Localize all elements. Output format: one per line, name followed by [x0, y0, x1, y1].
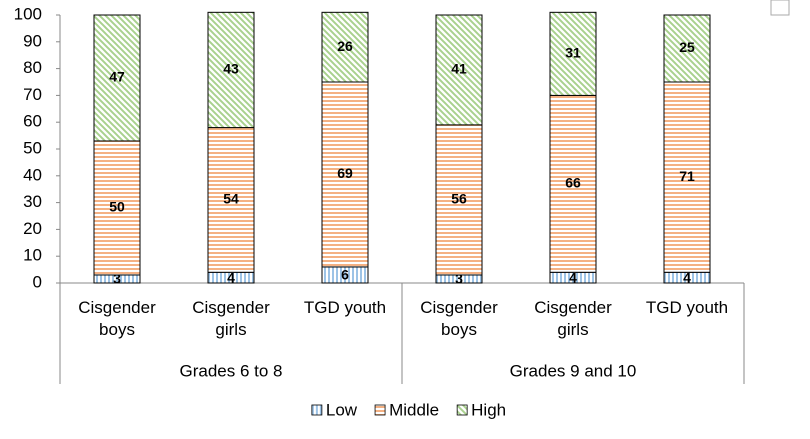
bar-segment — [93, 14, 141, 142]
x-tick-label: TGD youth — [645, 298, 729, 317]
bar-segment — [321, 11, 369, 83]
bar-segment — [207, 127, 255, 273]
data-label: 41 — [451, 61, 467, 77]
y-tick-label: 50 — [23, 138, 42, 157]
bar-segment — [663, 81, 711, 273]
data-label: 47 — [109, 69, 125, 85]
data-label: 50 — [109, 199, 125, 215]
y-tick-label: 0 — [33, 272, 42, 291]
data-label: 4 — [227, 269, 235, 285]
y-tick-label: 80 — [23, 58, 42, 77]
x-tick-label: Cisgender girls — [534, 298, 612, 339]
data-label: 6 — [341, 267, 349, 283]
bar-segment — [435, 124, 483, 276]
y-tick-label: 10 — [23, 246, 42, 265]
data-label: 54 — [223, 191, 239, 207]
x-tick-label: Cisgender boys — [420, 298, 498, 339]
y-tick-label: 40 — [23, 165, 42, 184]
data-label: 3 — [113, 271, 121, 287]
legend-swatch — [456, 404, 468, 416]
y-tick-label: 20 — [23, 219, 42, 238]
x-tick-label: Cisgender boys — [78, 298, 156, 339]
corner-box — [770, 0, 790, 16]
x-tick-label: Cisgender girls — [192, 298, 270, 339]
legend-label: High — [471, 400, 506, 419]
legend-swatch — [374, 404, 386, 416]
data-label: 66 — [565, 175, 581, 191]
bar-segment — [663, 14, 711, 83]
y-tick-label: 90 — [23, 31, 42, 50]
group-label: Grades 6 to 8 — [179, 361, 282, 380]
bar-segment — [207, 11, 255, 129]
bar-segment — [321, 81, 369, 268]
legend: Low Middle High — [311, 400, 506, 419]
y-tick-label: 60 — [23, 112, 42, 131]
data-label: 71 — [679, 168, 695, 184]
x-tick-label: TGD youth — [303, 298, 387, 317]
y-tick-label: 70 — [23, 85, 42, 104]
data-label: 25 — [679, 39, 695, 55]
bar-segment — [549, 11, 597, 96]
bar-segment — [549, 94, 597, 273]
legend-label: Middle — [389, 400, 439, 419]
data-label: 3 — [455, 271, 463, 287]
data-label: 56 — [451, 191, 467, 207]
y-tick-label: 100 — [14, 4, 42, 23]
y-tick-label: 30 — [23, 192, 42, 211]
data-label: 4 — [683, 269, 691, 285]
data-label: 26 — [337, 38, 353, 54]
bar-segment — [93, 140, 141, 276]
bar-segment — [435, 14, 483, 126]
legend-label: Low — [326, 400, 358, 419]
data-label: 43 — [223, 61, 239, 77]
data-label: 4 — [569, 269, 577, 285]
legend-swatch — [311, 404, 323, 416]
group-label: Grades 9 and 10 — [510, 361, 637, 380]
data-label: 31 — [565, 45, 581, 61]
data-label: 69 — [337, 165, 353, 181]
